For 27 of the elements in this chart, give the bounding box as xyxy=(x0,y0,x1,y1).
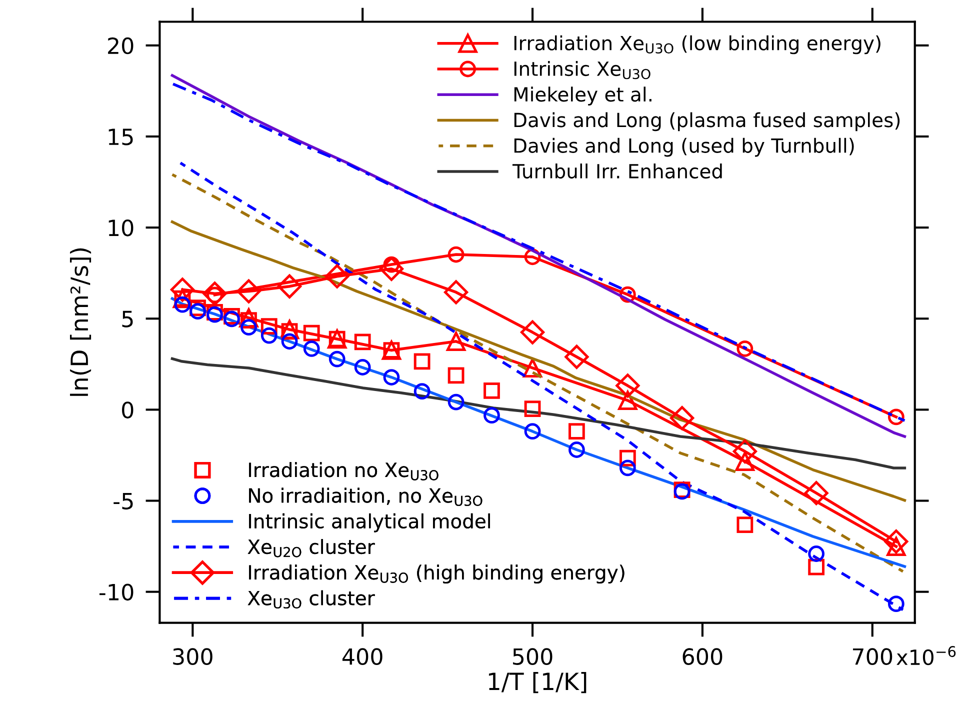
legend-label: Davis and Long (plasma fused samples) xyxy=(514,112,900,132)
x-tick-label: 700 xyxy=(852,648,892,665)
text: x10$^{−6}$ xyxy=(896,646,956,666)
legend-label: Turnbull Irr. Enhanced xyxy=(512,164,722,179)
y-tick-label: 10 xyxy=(108,220,134,236)
y-tick-label: 0 xyxy=(122,402,134,418)
legend-label: Irradiation no Xe$_{U3O}$ xyxy=(249,462,438,480)
legend-label: Miekeley et al. xyxy=(514,86,652,106)
legend-label: Intrinsic Xe$_{U3O}$ xyxy=(514,61,650,80)
y-axis-title: ln(D [nm²/s]) xyxy=(70,248,92,396)
legend-label: Irradiation Xe$_{U3O}$ (high binding energy) xyxy=(249,564,624,584)
y-tick-label: 15 xyxy=(108,128,133,146)
x-tick-label: 400 xyxy=(342,648,382,665)
legend-label: Xe$_{U3O}$ cluster xyxy=(248,590,375,608)
y-tick-label: 20 xyxy=(108,37,134,54)
legend-label: Davies and Long (used by Turnbull) xyxy=(514,138,854,157)
x-tick-label: 600 xyxy=(682,648,722,665)
x-tick-label: 500 xyxy=(513,648,552,665)
x-axis-title: 1/T [1/K] xyxy=(488,672,586,694)
y-tick-label: 5 xyxy=(122,310,133,328)
legend-label: Irradiation Xe$_{U3O}$ (low binding energy) xyxy=(514,35,880,54)
y-tick-label: -10 xyxy=(99,584,134,601)
legend-label: Xe$_{U2O}$ cluster xyxy=(248,539,375,558)
legend-label: Intrinsic analytical model xyxy=(249,513,490,532)
x-tick-label: 300 xyxy=(173,648,212,665)
y-tick-label: -5 xyxy=(114,492,133,510)
legend-label: No irradiaition, no Xe$_{U3O}$ xyxy=(249,488,482,506)
